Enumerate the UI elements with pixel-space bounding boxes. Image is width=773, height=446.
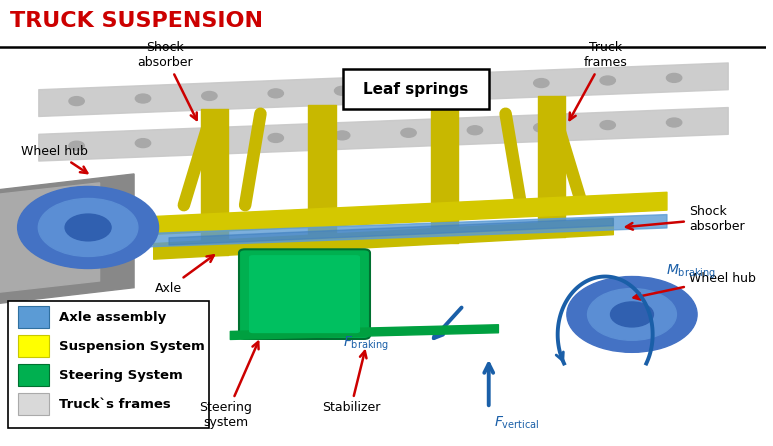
Text: $F_{\rm braking}$: $F_{\rm braking}$ bbox=[343, 334, 389, 353]
Text: $F_{\rm vertical}$: $F_{\rm vertical}$ bbox=[494, 415, 540, 431]
FancyBboxPatch shape bbox=[19, 393, 49, 415]
FancyBboxPatch shape bbox=[19, 364, 49, 386]
Text: Wheel hub: Wheel hub bbox=[22, 145, 88, 173]
Text: Stabilizer: Stabilizer bbox=[322, 351, 380, 414]
Polygon shape bbox=[0, 183, 100, 292]
Circle shape bbox=[587, 289, 676, 340]
Circle shape bbox=[600, 76, 615, 85]
Circle shape bbox=[666, 74, 682, 83]
FancyBboxPatch shape bbox=[19, 335, 49, 357]
Circle shape bbox=[401, 84, 416, 93]
Circle shape bbox=[69, 97, 84, 106]
Circle shape bbox=[268, 89, 284, 98]
Circle shape bbox=[468, 126, 482, 135]
Circle shape bbox=[666, 118, 682, 127]
Circle shape bbox=[468, 81, 482, 90]
Text: Leaf springs: Leaf springs bbox=[363, 82, 468, 97]
Circle shape bbox=[335, 87, 350, 95]
FancyBboxPatch shape bbox=[19, 306, 49, 328]
Text: Axle: Axle bbox=[155, 255, 214, 295]
FancyBboxPatch shape bbox=[0, 47, 766, 446]
Circle shape bbox=[533, 123, 549, 132]
Circle shape bbox=[202, 91, 217, 100]
Circle shape bbox=[335, 131, 350, 140]
FancyBboxPatch shape bbox=[343, 69, 489, 109]
Text: Axle assembly: Axle assembly bbox=[59, 310, 166, 324]
Circle shape bbox=[567, 277, 697, 352]
Text: Suspension System: Suspension System bbox=[59, 339, 205, 353]
Text: Shock
absorber: Shock absorber bbox=[626, 205, 745, 232]
Text: Wheel hub: Wheel hub bbox=[634, 272, 756, 300]
Circle shape bbox=[65, 214, 111, 241]
FancyBboxPatch shape bbox=[8, 301, 209, 428]
Circle shape bbox=[135, 139, 151, 148]
Text: Truck
frames: Truck frames bbox=[570, 41, 627, 120]
Circle shape bbox=[268, 133, 284, 142]
Circle shape bbox=[401, 128, 416, 137]
Text: TRUCK SUSPENSION: TRUCK SUSPENSION bbox=[10, 11, 263, 31]
Polygon shape bbox=[0, 174, 134, 303]
Text: Shock
absorber: Shock absorber bbox=[137, 41, 197, 120]
Text: Steering
system: Steering system bbox=[199, 342, 259, 429]
FancyBboxPatch shape bbox=[249, 255, 360, 333]
Circle shape bbox=[202, 136, 217, 145]
FancyBboxPatch shape bbox=[239, 249, 370, 339]
Circle shape bbox=[39, 198, 138, 256]
Circle shape bbox=[533, 78, 549, 87]
Circle shape bbox=[611, 302, 653, 327]
Text: Steering System: Steering System bbox=[59, 368, 182, 382]
Circle shape bbox=[600, 120, 615, 129]
Circle shape bbox=[18, 186, 158, 268]
Circle shape bbox=[69, 141, 84, 150]
Text: $M_{\rm braking}$: $M_{\rm braking}$ bbox=[666, 263, 717, 281]
Text: Truck`s frames: Truck`s frames bbox=[59, 397, 171, 411]
Circle shape bbox=[135, 94, 151, 103]
